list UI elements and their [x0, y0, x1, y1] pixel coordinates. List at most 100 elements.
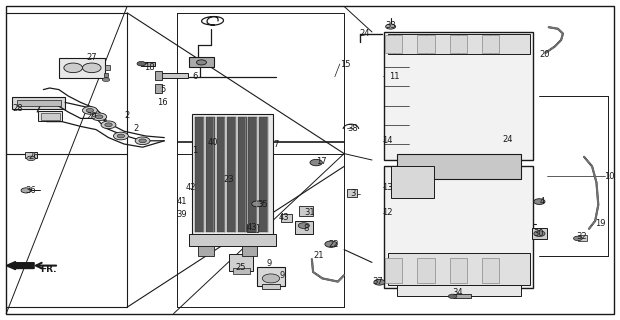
- Bar: [59, 58, 105, 78]
- Bar: [189, 57, 214, 67]
- Text: 11: 11: [389, 72, 400, 81]
- Text: 14: 14: [383, 136, 393, 145]
- Circle shape: [252, 201, 263, 207]
- Text: 12: 12: [383, 208, 393, 217]
- Circle shape: [262, 274, 280, 283]
- Circle shape: [325, 241, 337, 247]
- Circle shape: [113, 132, 128, 140]
- Bar: [216, 117, 225, 232]
- Circle shape: [386, 24, 396, 29]
- Text: 34: 34: [453, 288, 463, 297]
- Bar: [229, 254, 253, 271]
- Text: 2: 2: [133, 124, 138, 132]
- Bar: [385, 35, 402, 53]
- Bar: [281, 214, 292, 222]
- Text: 35: 35: [257, 200, 268, 209]
- Bar: [482, 258, 499, 283]
- Text: 17: 17: [316, 157, 327, 166]
- Bar: [417, 35, 435, 53]
- Text: 30: 30: [533, 229, 544, 238]
- Bar: [192, 114, 273, 235]
- Bar: [257, 267, 285, 286]
- Circle shape: [310, 159, 322, 166]
- Bar: [227, 117, 236, 232]
- FancyArrow shape: [6, 262, 34, 269]
- Bar: [388, 34, 530, 54]
- Circle shape: [82, 63, 101, 73]
- Bar: [385, 258, 402, 283]
- Text: 32: 32: [577, 232, 587, 241]
- Bar: [259, 117, 268, 232]
- Text: 33: 33: [386, 21, 396, 30]
- Text: 6: 6: [192, 72, 198, 81]
- Circle shape: [197, 60, 206, 65]
- Bar: [347, 189, 356, 197]
- Bar: [25, 152, 37, 158]
- Circle shape: [95, 115, 103, 119]
- Text: 26: 26: [28, 152, 38, 161]
- Bar: [388, 253, 530, 285]
- Bar: [195, 117, 204, 232]
- Text: 10: 10: [604, 172, 615, 180]
- Bar: [532, 228, 547, 239]
- Circle shape: [298, 223, 309, 228]
- Bar: [17, 100, 61, 106]
- Bar: [206, 117, 215, 232]
- Text: 3: 3: [350, 189, 356, 198]
- Text: FR.: FR.: [40, 265, 57, 274]
- Circle shape: [101, 121, 116, 129]
- Bar: [141, 62, 155, 66]
- Circle shape: [86, 108, 94, 112]
- Text: 24: 24: [502, 135, 513, 144]
- Text: 9: 9: [279, 271, 284, 280]
- Bar: [156, 73, 188, 78]
- Bar: [238, 117, 247, 232]
- Text: 29: 29: [87, 112, 97, 121]
- Circle shape: [105, 123, 112, 127]
- Text: 21: 21: [313, 252, 324, 260]
- Bar: [247, 224, 258, 232]
- Bar: [155, 71, 162, 80]
- Text: 19: 19: [595, 220, 606, 228]
- Text: 28: 28: [12, 104, 23, 113]
- Bar: [242, 246, 257, 256]
- Text: 22: 22: [329, 240, 339, 249]
- Circle shape: [374, 279, 385, 285]
- Text: 4: 4: [539, 197, 544, 206]
- Bar: [578, 235, 587, 241]
- Text: 42: 42: [186, 183, 197, 192]
- Text: 25: 25: [236, 263, 246, 272]
- Text: 15: 15: [340, 60, 350, 68]
- Bar: [249, 117, 257, 232]
- Circle shape: [117, 134, 125, 138]
- Bar: [391, 166, 434, 198]
- Circle shape: [92, 113, 107, 121]
- Bar: [105, 65, 110, 70]
- Circle shape: [82, 107, 97, 114]
- Text: 31: 31: [304, 208, 314, 217]
- Circle shape: [21, 188, 31, 193]
- Bar: [453, 294, 471, 298]
- Text: 39: 39: [177, 210, 187, 219]
- Text: 8: 8: [304, 224, 309, 233]
- Text: 38: 38: [347, 124, 358, 132]
- Circle shape: [102, 78, 110, 82]
- Text: 27: 27: [87, 53, 97, 62]
- Text: 13: 13: [383, 183, 393, 192]
- Bar: [384, 166, 533, 288]
- Text: 41: 41: [177, 197, 187, 206]
- Text: 9: 9: [267, 260, 272, 268]
- Circle shape: [139, 139, 146, 143]
- Circle shape: [574, 236, 582, 241]
- Circle shape: [135, 137, 150, 145]
- Bar: [417, 258, 435, 283]
- Bar: [232, 268, 250, 274]
- Circle shape: [448, 294, 457, 299]
- Text: 43: 43: [279, 213, 290, 222]
- Circle shape: [64, 63, 82, 73]
- Text: 16: 16: [157, 98, 167, 107]
- Bar: [38, 111, 62, 121]
- Bar: [384, 32, 533, 160]
- Text: 24: 24: [360, 29, 370, 38]
- Text: 5: 5: [160, 85, 165, 94]
